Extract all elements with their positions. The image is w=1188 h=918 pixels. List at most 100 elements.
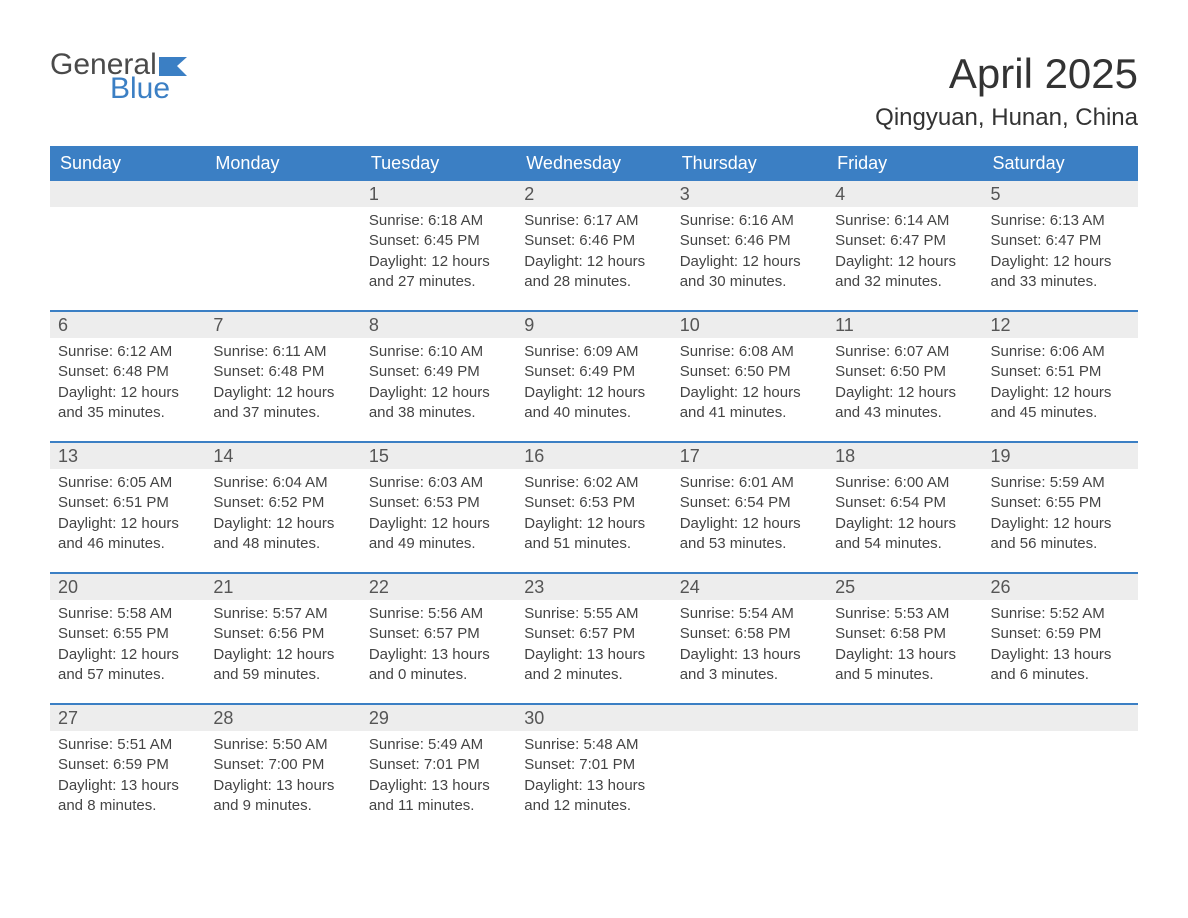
sunset-text: Sunset: 6:53 PM: [524, 493, 663, 513]
day-number-row: 5: [983, 181, 1138, 207]
cell-body: Sunrise: 6:17 AMSunset: 6:46 PMDaylight:…: [516, 207, 671, 300]
sunrise-text: Sunrise: 6:04 AM: [213, 473, 352, 493]
sunrise-text: Sunrise: 6:00 AM: [835, 473, 974, 493]
day-number: 21: [213, 577, 233, 597]
sunrise-text: Sunrise: 6:03 AM: [369, 473, 508, 493]
day-number: 30: [524, 708, 544, 728]
calendar-cell: 4Sunrise: 6:14 AMSunset: 6:47 PMDaylight…: [827, 181, 982, 300]
sunrise-text: Sunrise: 5:48 AM: [524, 735, 663, 755]
header: General Blue April 2025 Qingyuan, Hunan,…: [50, 50, 1138, 132]
daylight-text: Daylight: 12 hours and 54 minutes.: [835, 514, 974, 555]
day-number-row: 9: [516, 312, 671, 338]
day-number: 25: [835, 577, 855, 597]
sunset-text: Sunset: 6:54 PM: [680, 493, 819, 513]
calendar-cell: 10 Sunrise: 6:08 AMSunset: 6:50 PMDayligh…: [672, 312, 827, 431]
sunrise-text: Sunrise: 6:01 AM: [680, 473, 819, 493]
sunset-text: Sunset: 6:48 PM: [58, 362, 197, 382]
sunset-text: Sunset: 6:45 PM: [369, 231, 508, 251]
sunrise-text: Sunrise: 5:49 AM: [369, 735, 508, 755]
day-number: 14: [213, 446, 233, 466]
day-number: 24: [680, 577, 700, 597]
calendar-cell: 7Sunrise: 6:11 AMSunset: 6:48 PMDaylight…: [205, 312, 360, 431]
daylight-text: Daylight: 12 hours and 40 minutes.: [524, 383, 663, 424]
day-number: 10: [680, 315, 700, 335]
day-number-row: 4: [827, 181, 982, 207]
sunrise-text: Sunrise: 6:06 AM: [991, 342, 1130, 362]
calendar-cell: 1Sunrise: 6:18 AMSunset: 6:45 PMDaylight…: [361, 181, 516, 300]
sunrise-text: Sunrise: 6:09 AM: [524, 342, 663, 362]
cell-body: Sunrise: 5:58 AMSunset: 6:55 PMDaylight:…: [50, 600, 205, 693]
sunset-text: Sunset: 6:51 PM: [991, 362, 1130, 382]
day-number: 17: [680, 446, 700, 466]
week-row: 1Sunrise: 6:18 AMSunset: 6:45 PMDaylight…: [50, 181, 1138, 300]
cell-body: Sunrise: 6:14 AMSunset: 6:47 PMDaylight:…: [827, 207, 982, 300]
day-number-row: 7: [205, 312, 360, 338]
sunset-text: Sunset: 6:53 PM: [369, 493, 508, 513]
daylight-text: Daylight: 12 hours and 56 minutes.: [991, 514, 1130, 555]
sunset-text: Sunset: 6:49 PM: [524, 362, 663, 382]
day-header: Friday: [827, 146, 982, 181]
day-number-row: 23: [516, 574, 671, 600]
calendar-cell: 18Sunrise: 6:00 AMSunset: 6:54 PMDayligh…: [827, 443, 982, 562]
calendar-cell: 16Sunrise: 6:02 AMSunset: 6:53 PMDayligh…: [516, 443, 671, 562]
daylight-text: Daylight: 12 hours and 46 minutes.: [58, 514, 197, 555]
sunset-text: Sunset: 6:58 PM: [680, 624, 819, 644]
daylight-text: Daylight: 12 hours and 48 minutes.: [213, 514, 352, 555]
calendar-cell: 29 Sunrise: 5:49 AMSunset: 7:01 PMDayligh…: [361, 705, 516, 824]
sunset-text: Sunset: 6:55 PM: [58, 624, 197, 644]
sunrise-text: Sunrise: 6:16 AM: [680, 211, 819, 231]
day-number: 23: [524, 577, 544, 597]
cell-body: Sunrise: 6:04 AMSunset: 6:52 PMDaylight:…: [205, 469, 360, 562]
calendar-cell: 5Sunrise: 6:13 AMSunset: 6:47 PMDaylight…: [983, 181, 1138, 300]
daylight-text: Daylight: 13 hours and 8 minutes.: [58, 776, 197, 817]
week-row: 6Sunrise: 6:12 AMSunset: 6:48 PMDaylight…: [50, 310, 1138, 431]
day-number: 15: [369, 446, 389, 466]
sunset-text: Sunset: 6:48 PM: [213, 362, 352, 382]
sunrise-text: Sunrise: 6:10 AM: [369, 342, 508, 362]
sunrise-text: Sunrise: 5:58 AM: [58, 604, 197, 624]
daylight-text: Daylight: 13 hours and 6 minutes.: [991, 645, 1130, 686]
cell-body: Sunrise: 6:08 AMSunset: 6:50 PMDaylight:…: [672, 338, 827, 431]
daylight-text: Daylight: 12 hours and 43 minutes.: [835, 383, 974, 424]
sunset-text: Sunset: 6:47 PM: [835, 231, 974, 251]
daylight-text: Daylight: 12 hours and 33 minutes.: [991, 252, 1130, 293]
sunset-text: Sunset: 6:58 PM: [835, 624, 974, 644]
daylight-text: Daylight: 13 hours and 12 minutes.: [524, 776, 663, 817]
day-number: 29: [369, 708, 389, 728]
day-number-row: [827, 705, 982, 731]
daylight-text: Daylight: 13 hours and 3 minutes.: [680, 645, 819, 686]
day-number: 13: [58, 446, 78, 466]
calendar-cell: 19Sunrise: 5:59 AMSunset: 6:55 PMDayligh…: [983, 443, 1138, 562]
day-header: Monday: [205, 146, 360, 181]
sunset-text: Sunset: 6:51 PM: [58, 493, 197, 513]
day-header: Wednesday: [516, 146, 671, 181]
cell-body: Sunrise: 5:49 AMSunset: 7:01 PMDaylight:…: [361, 731, 516, 824]
day-number-row: [672, 705, 827, 731]
day-number: 9: [524, 315, 534, 335]
day-number-row: 19: [983, 443, 1138, 469]
day-number: 20: [58, 577, 78, 597]
calendar-cell: 15Sunrise: 6:03 AMSunset: 6:53 PMDayligh…: [361, 443, 516, 562]
cell-body: Sunrise: 6:11 AMSunset: 6:48 PMDaylight:…: [205, 338, 360, 431]
calendar-cell: 20 Sunrise: 5:58 AMSunset: 6:55 PMDayligh…: [50, 574, 205, 693]
daylight-text: Daylight: 13 hours and 11 minutes.: [369, 776, 508, 817]
day-number-row: 14: [205, 443, 360, 469]
day-number-row: 13: [50, 443, 205, 469]
calendar-cell: 30Sunrise: 5:48 AMSunset: 7:01 PMDayligh…: [516, 705, 671, 824]
daylight-text: Daylight: 12 hours and 30 minutes.: [680, 252, 819, 293]
calendar-cell: 12Sunrise: 6:06 AMSunset: 6:51 PMDayligh…: [983, 312, 1138, 431]
cell-body: Sunrise: 5:55 AMSunset: 6:57 PMDaylight:…: [516, 600, 671, 693]
sunrise-text: Sunrise: 5:50 AM: [213, 735, 352, 755]
daylight-text: Daylight: 12 hours and 28 minutes.: [524, 252, 663, 293]
day-header: Sunday: [50, 146, 205, 181]
week-row: 20Sunrise: 5:58 AMSunset: 6:55 PMDayligh…: [50, 572, 1138, 693]
sunset-text: Sunset: 6:50 PM: [680, 362, 819, 382]
sunset-text: Sunset: 6:52 PM: [213, 493, 352, 513]
calendar-cell: 17Sunrise: 6:01 AMSunset: 6:54 PMDayligh…: [672, 443, 827, 562]
calendar-cell: 21Sunrise: 5:57 AMSunset: 6:56 PMDayligh…: [205, 574, 360, 693]
day-number-row: 28: [205, 705, 360, 731]
sunrise-text: Sunrise: 5:57 AM: [213, 604, 352, 624]
daylight-text: Daylight: 12 hours and 41 minutes.: [680, 383, 819, 424]
day-number: 27: [58, 708, 78, 728]
day-header-row: Sunday Monday Tuesday Wednesday Thursday…: [50, 146, 1138, 181]
